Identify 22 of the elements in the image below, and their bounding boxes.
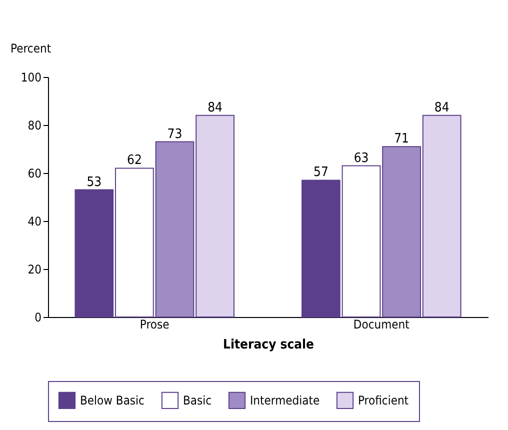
y-tick-label: 100 (20, 70, 42, 84)
data-label: 57 (314, 165, 328, 180)
y-tick-label: 60 (28, 166, 42, 180)
x-axis-title: Literacy scale (223, 338, 314, 352)
data-label: 63 (354, 150, 369, 166)
x-tick-label: Document (353, 318, 410, 332)
legend-label: Intermediate (250, 393, 320, 408)
data-label: 71 (394, 132, 409, 147)
y-tick-label: 40 (28, 214, 42, 228)
data-label: 53 (86, 174, 102, 190)
legend-label: Below Basic (80, 393, 145, 408)
legend-label: Proficient (358, 393, 409, 408)
y-axis-title: Percent (10, 42, 52, 56)
data-label: 84 (208, 100, 222, 116)
y-tick-label: 0 (34, 310, 42, 324)
data-label: 73 (167, 126, 182, 142)
y-tick-label: 80 (28, 118, 42, 132)
data-label: 62 (127, 153, 142, 168)
y-tick-label: 20 (28, 262, 42, 276)
data-label: 84 (434, 100, 450, 116)
x-tick-label: Prose (140, 318, 170, 332)
legend-label: Basic (183, 393, 212, 408)
